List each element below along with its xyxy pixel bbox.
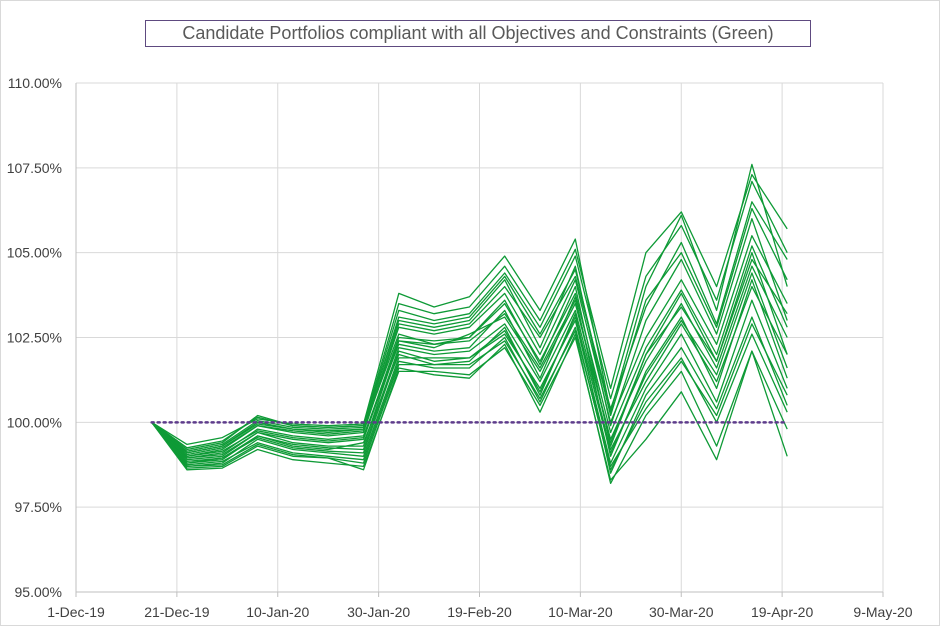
x-tick-label: 21-Dec-19 bbox=[144, 604, 210, 620]
series-line-7 bbox=[151, 299, 788, 468]
x-tick-label: 30-Jan-20 bbox=[347, 604, 410, 620]
series-line-3 bbox=[151, 279, 788, 459]
x-tick-label: 10-Jan-20 bbox=[246, 604, 309, 620]
series-line-6 bbox=[151, 163, 788, 446]
x-tick-label: 10-Mar-20 bbox=[548, 604, 613, 620]
x-tick-label: 19-Feb-20 bbox=[447, 604, 512, 620]
x-tick-label: 30-Mar-20 bbox=[649, 604, 714, 620]
series-line-18 bbox=[151, 323, 788, 468]
y-tick-label: 107.50% bbox=[7, 160, 62, 176]
series-line-10 bbox=[151, 326, 788, 471]
axes bbox=[75, 83, 884, 597]
series-line-19 bbox=[151, 258, 788, 459]
series-line-16 bbox=[151, 272, 788, 464]
series-line-5 bbox=[151, 218, 788, 451]
series-line-15 bbox=[151, 245, 788, 457]
series-line-14 bbox=[151, 336, 788, 481]
series-line-13 bbox=[151, 180, 788, 452]
series-line-17 bbox=[151, 173, 788, 449]
series-line-1 bbox=[151, 333, 788, 485]
y-tick-label: 105.00% bbox=[7, 245, 62, 261]
y-tick-labels: 95.00% 97.50% 100.00% 102.50% 105.00% 107.50%… bbox=[7, 75, 62, 600]
x-tick-label: 19-Apr-20 bbox=[751, 604, 813, 620]
series-lines bbox=[151, 163, 788, 485]
x-tick-labels: 1-Dec-19 21-Dec-19 10-Jan-20 30-Jan-20 19-Fe… bbox=[47, 604, 913, 620]
y-tick-label: 97.50% bbox=[15, 499, 62, 515]
y-tick-label: 102.50% bbox=[7, 330, 62, 346]
x-tick-label: 9-May-20 bbox=[853, 604, 912, 620]
y-tick-label: 95.00% bbox=[15, 584, 62, 600]
y-tick-label: 110.00% bbox=[8, 75, 62, 91]
series-line-12 bbox=[151, 285, 788, 463]
series-line-11 bbox=[151, 201, 788, 456]
x-tick-label: 1-Dec-19 bbox=[47, 604, 105, 620]
y-tick-label: 100.00% bbox=[7, 414, 62, 430]
chart-title: Candidate Portfolios compliant with all … bbox=[145, 20, 811, 47]
series-line-20 bbox=[151, 207, 788, 454]
